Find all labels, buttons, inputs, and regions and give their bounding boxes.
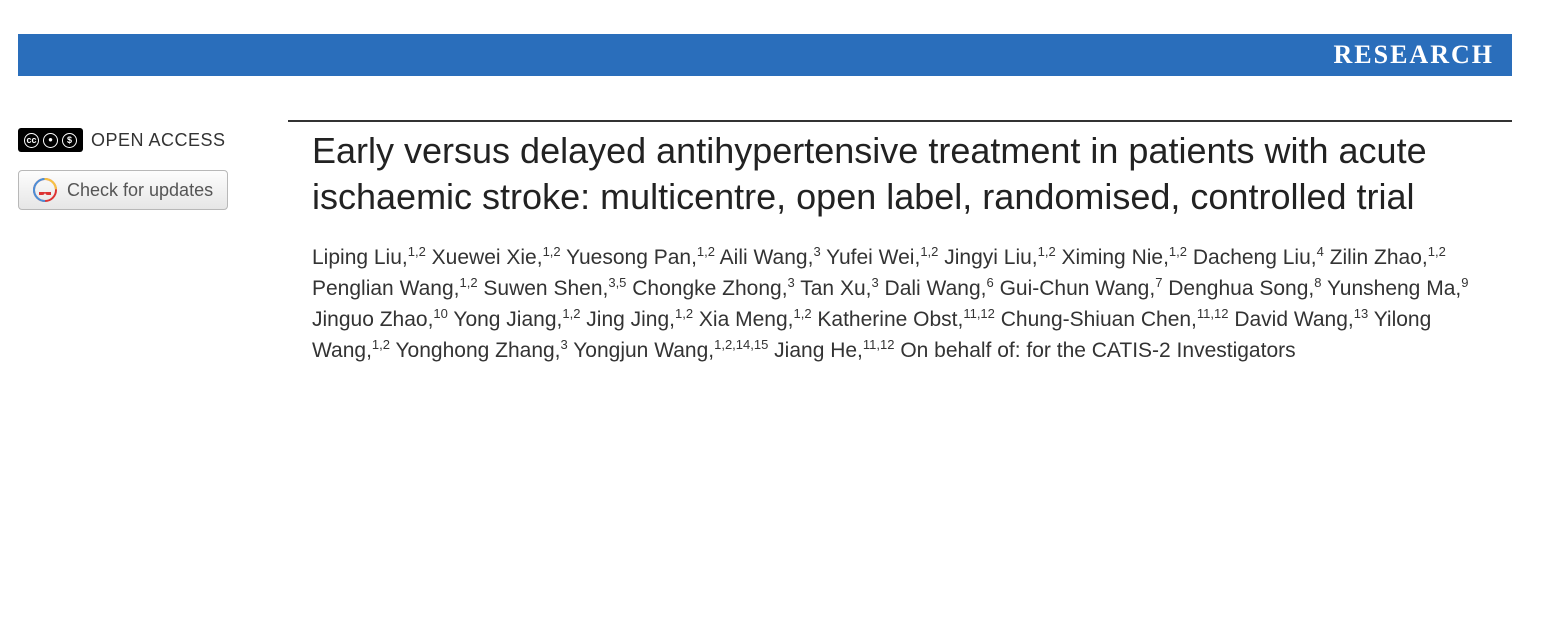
author-list: Liping Liu,1,2 Xuewei Xie,1,2 Yuesong Pa… <box>312 242 1512 366</box>
article-title: Early versus delayed antihypertensive tr… <box>312 128 1512 220</box>
by-icon: ● <box>43 133 58 148</box>
sidebar: cc ● $ OPEN ACCESS Check for updates <box>18 120 288 366</box>
crossmark-icon <box>33 178 57 202</box>
banner-label: RESEARCH <box>1334 40 1494 70</box>
cc-license-icon: cc ● $ <box>18 128 83 152</box>
content-row: cc ● $ OPEN ACCESS Check for updates Ear… <box>0 120 1546 366</box>
article-header: Early versus delayed antihypertensive tr… <box>288 120 1512 366</box>
open-access-label: OPEN ACCESS <box>91 130 226 151</box>
open-access-row: cc ● $ OPEN ACCESS <box>18 128 288 152</box>
section-banner: RESEARCH <box>18 34 1512 76</box>
check-updates-button[interactable]: Check for updates <box>18 170 228 210</box>
cc-icon: cc <box>24 133 39 148</box>
nc-icon: $ <box>62 133 77 148</box>
check-updates-label: Check for updates <box>67 180 213 201</box>
